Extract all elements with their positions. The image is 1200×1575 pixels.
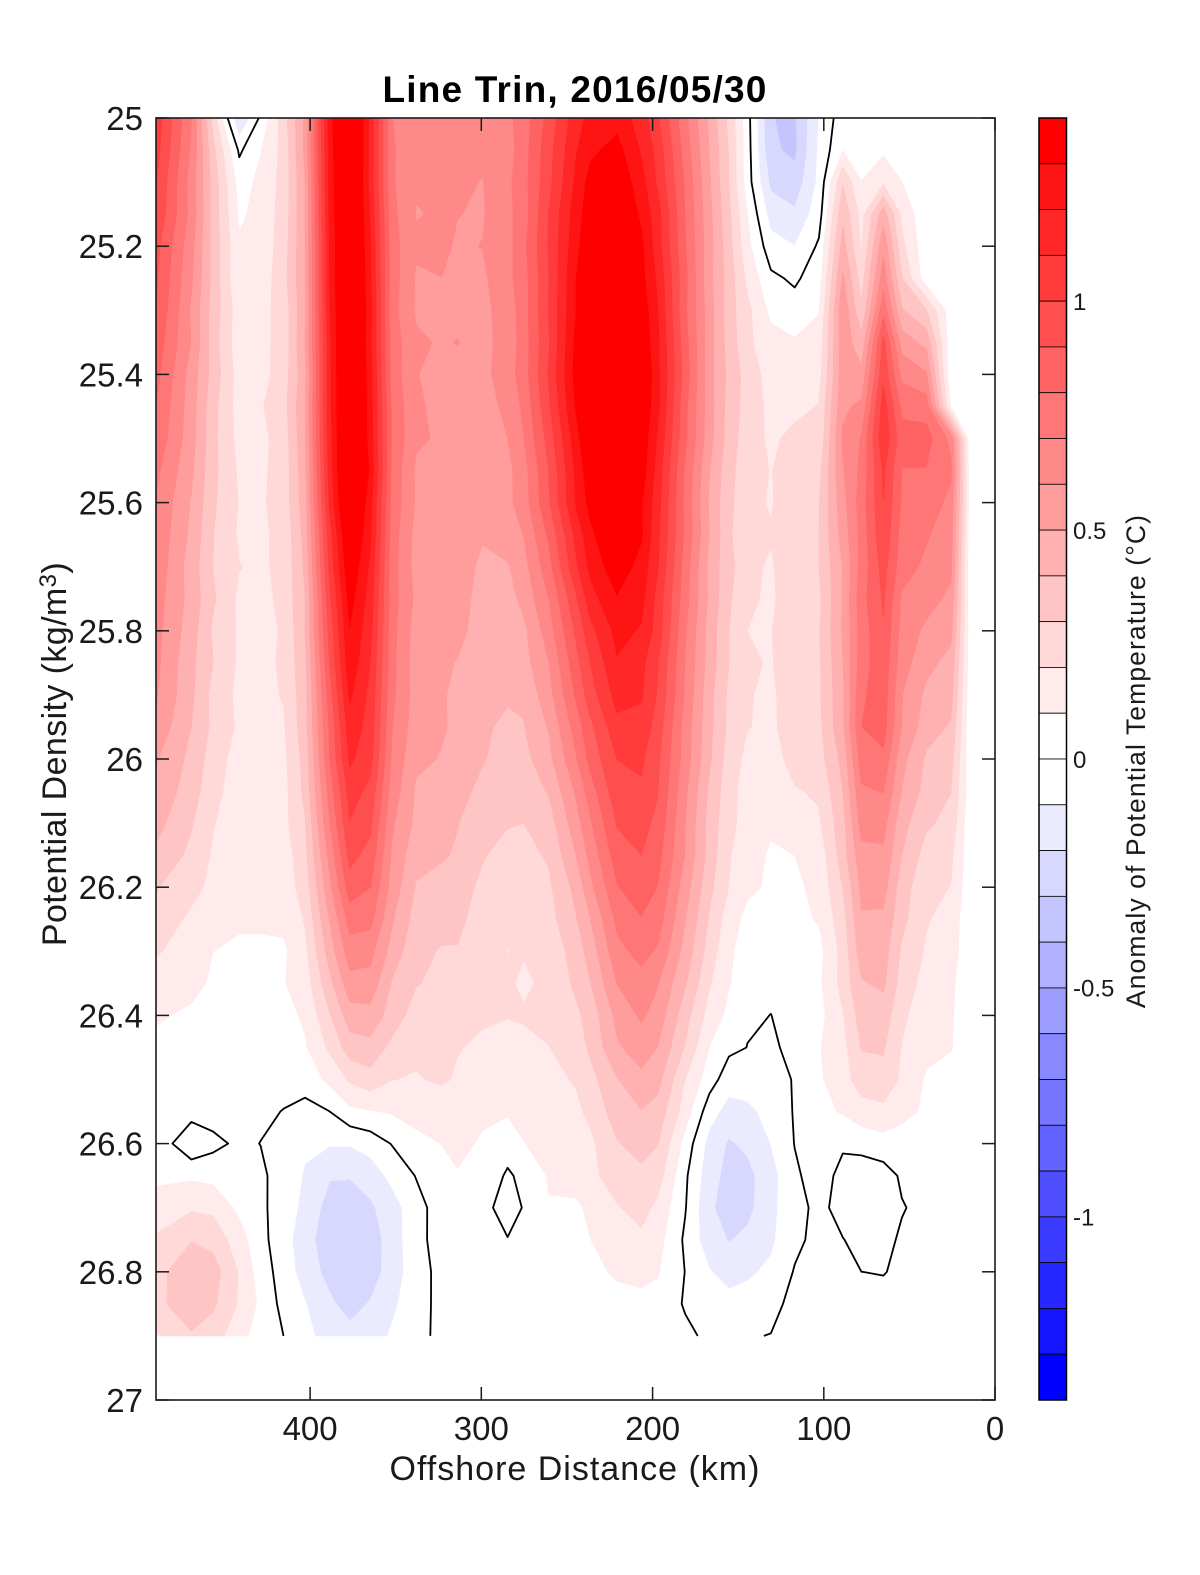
svg-text:26.8: 26.8 bbox=[79, 1254, 143, 1291]
svg-text:25: 25 bbox=[106, 100, 143, 137]
svg-text:25.4: 25.4 bbox=[79, 356, 143, 393]
svg-text:100: 100 bbox=[796, 1410, 851, 1447]
svg-text:1: 1 bbox=[1073, 289, 1086, 316]
svg-text:-0.5: -0.5 bbox=[1073, 976, 1114, 1003]
svg-text:25.8: 25.8 bbox=[79, 613, 143, 650]
svg-text:Anomaly of Potential Temperatu: Anomaly of Potential Temperature (°C) bbox=[1121, 514, 1151, 1008]
svg-text:0: 0 bbox=[986, 1410, 1004, 1447]
svg-text:26: 26 bbox=[106, 741, 143, 778]
svg-text:-1: -1 bbox=[1073, 1205, 1094, 1232]
svg-text:26.2: 26.2 bbox=[79, 869, 143, 906]
svg-text:Offshore Distance (km): Offshore Distance (km) bbox=[390, 1450, 761, 1488]
svg-text:25.6: 25.6 bbox=[79, 485, 143, 522]
svg-text:Potential Density (kg/m3): Potential Density (kg/m3) bbox=[35, 562, 74, 946]
svg-text:400: 400 bbox=[283, 1410, 338, 1447]
svg-text:200: 200 bbox=[625, 1410, 680, 1447]
svg-text:25.2: 25.2 bbox=[79, 228, 143, 265]
svg-text:0: 0 bbox=[1073, 747, 1086, 774]
svg-text:300: 300 bbox=[454, 1410, 509, 1447]
svg-text:0.5: 0.5 bbox=[1073, 518, 1106, 545]
svg-text:Line Trin, 2016/05/30: Line Trin, 2016/05/30 bbox=[382, 69, 767, 110]
svg-text:26.6: 26.6 bbox=[79, 1126, 143, 1163]
svg-text:27: 27 bbox=[106, 1382, 143, 1419]
svg-text:26.4: 26.4 bbox=[79, 997, 143, 1034]
